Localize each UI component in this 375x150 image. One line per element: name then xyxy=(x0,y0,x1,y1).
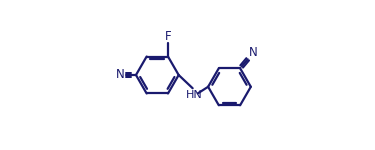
Text: HN: HN xyxy=(186,90,202,100)
Text: N: N xyxy=(116,69,125,81)
Text: N: N xyxy=(249,46,257,59)
Text: F: F xyxy=(165,30,171,43)
